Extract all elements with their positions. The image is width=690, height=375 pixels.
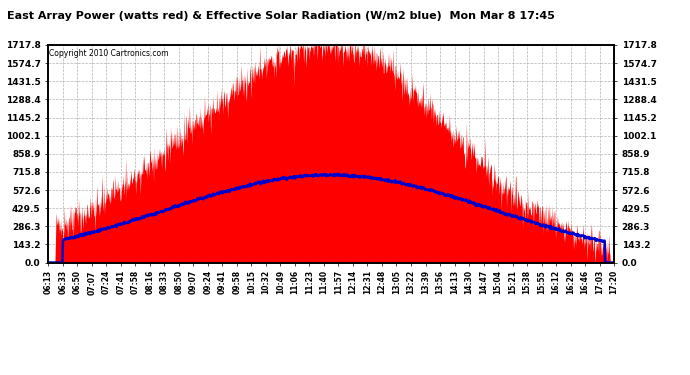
Text: Copyright 2010 Cartronics.com: Copyright 2010 Cartronics.com: [50, 50, 169, 58]
Text: East Array Power (watts red) & Effective Solar Radiation (W/m2 blue)  Mon Mar 8 : East Array Power (watts red) & Effective…: [7, 11, 555, 21]
